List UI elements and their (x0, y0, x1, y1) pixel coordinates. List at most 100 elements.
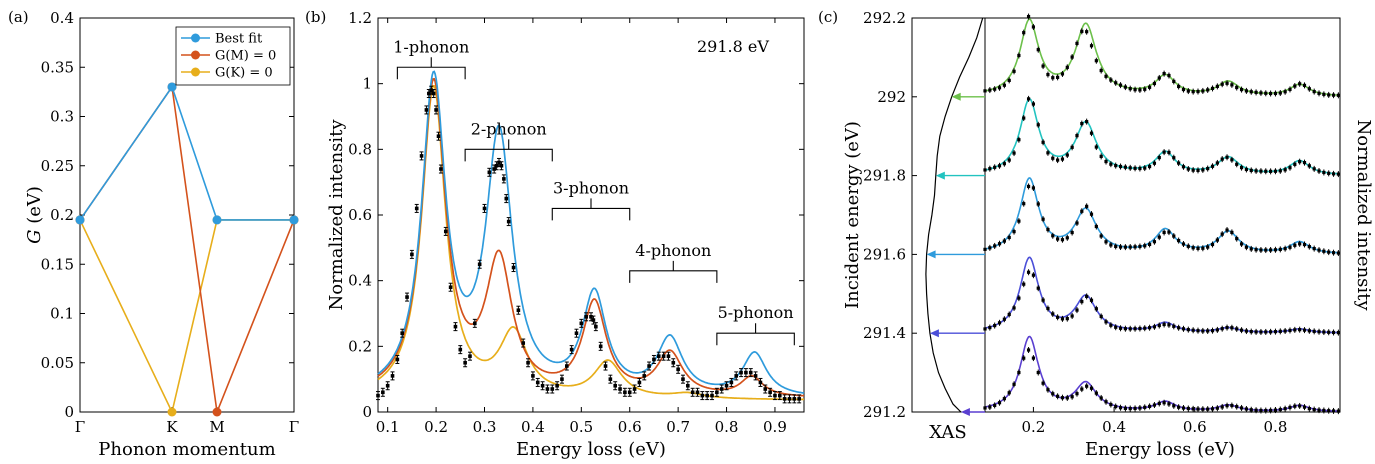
spectrum-point (1060, 396, 1065, 400)
spectrum-point (1225, 155, 1229, 159)
spectrum-point (1327, 330, 1331, 334)
data-point (647, 364, 651, 368)
data-point (511, 265, 516, 270)
x-tick-label: 0.1 (376, 418, 400, 436)
spectrum-point (1312, 167, 1316, 171)
y-tick-label: 1.2 (348, 9, 372, 27)
panel-a-y-ticks: 0 0.05 0.1 0.15 0.2 0.25 0.3 0.35 0.4 (41, 9, 294, 421)
spectrum-point (1147, 242, 1152, 247)
spectrum-point (1225, 404, 1229, 408)
spectrum-point (1017, 138, 1021, 142)
series-marker (289, 215, 299, 225)
data-point (744, 370, 748, 375)
data-point (574, 331, 579, 335)
data-point (734, 374, 739, 378)
spectrum-point (997, 86, 1002, 90)
spectrum-point (1080, 209, 1084, 213)
data-point (458, 347, 463, 352)
spectrum-point (1143, 244, 1147, 248)
spectrum-point (1201, 246, 1205, 250)
phonon-bracket (464, 139, 553, 162)
spectrum-point (1259, 330, 1263, 334)
spectrum-point (1114, 404, 1118, 409)
spectrum-fit (984, 97, 1340, 175)
spectrum-point (1249, 247, 1253, 251)
spectrum-point (1031, 25, 1036, 29)
spectrum-point (1056, 158, 1060, 162)
spectrum-point (1172, 156, 1176, 160)
spectrum-point (1264, 91, 1268, 95)
y-tick-label: 0.8 (348, 140, 372, 158)
panel-b-y-label: Normalized intensity (326, 119, 347, 311)
data-point (487, 170, 492, 175)
panel-c-arrows (926, 92, 985, 416)
data-point (613, 383, 618, 388)
spectrum-point (1288, 405, 1292, 410)
panel-a-y-label: G (eV) (24, 186, 45, 244)
panel-a-x-label: Phonon momentum (98, 439, 275, 460)
series-line (79, 219, 294, 415)
spectrum-point (1085, 204, 1089, 208)
spectrum-point (1046, 306, 1050, 311)
spectrum-point (983, 89, 987, 93)
spectrum-point (1109, 402, 1113, 407)
data-point (676, 367, 680, 372)
x-tick-label: 0.2 (424, 418, 448, 436)
spectrum-point (1239, 166, 1244, 170)
phonon-label: 4-phonon (635, 241, 711, 260)
spectrum-point (988, 246, 992, 250)
y-tick-label: 0.4 (348, 272, 372, 290)
spectrum-point (1181, 242, 1186, 246)
data-point (589, 314, 593, 319)
data-point (492, 167, 496, 171)
spectrum-point (1026, 14, 1031, 19)
spectrum-point (1147, 404, 1152, 408)
spectrum-point (1225, 325, 1229, 330)
data-point (729, 380, 734, 385)
spectrum-point (1094, 224, 1098, 229)
spectrum-point (1312, 407, 1316, 412)
data-point (473, 321, 477, 326)
series-marker (212, 215, 222, 225)
spectrum-point (1080, 121, 1084, 126)
legend-marker (191, 33, 200, 43)
spectrum-point (1056, 237, 1060, 241)
spectrum-point (1051, 392, 1055, 396)
data-point (598, 344, 603, 349)
series-line (79, 85, 294, 221)
spectrum-point (1002, 317, 1006, 321)
y-tick-label: 0.25 (41, 157, 74, 175)
data-point (405, 295, 409, 299)
data-point (797, 397, 801, 401)
series-marker (212, 407, 222, 417)
spectrum-point (1225, 228, 1229, 232)
spectrum-point (1036, 48, 1040, 52)
data-point (497, 160, 501, 165)
x-tick-label: 0.8 (1264, 418, 1288, 436)
data-point (768, 390, 772, 395)
spectrum-point (1080, 29, 1084, 33)
spectrum-point (1133, 406, 1137, 411)
spectrum-point (1254, 248, 1258, 252)
spectrum-point (1191, 168, 1195, 172)
spectrum-point (1312, 246, 1316, 251)
data-point (376, 393, 380, 398)
spectrum-point (1264, 408, 1268, 413)
data-point (690, 390, 695, 395)
spectrum-point (1114, 164, 1118, 168)
y-tick-label: 0.35 (41, 58, 74, 76)
data-point (787, 397, 792, 401)
spectrum-point (1065, 153, 1069, 157)
data-point (385, 383, 390, 388)
energy-label: 291.8 eV (697, 37, 769, 56)
spectrum-point (1152, 403, 1157, 407)
spectrum-point (1007, 78, 1011, 82)
spectrum-point (1235, 85, 1239, 90)
spectrum-point (1331, 330, 1336, 335)
spectrum-point (1298, 242, 1302, 246)
spectrum-point (1162, 322, 1166, 327)
spectrum-point (993, 323, 997, 328)
spectrum-point (1026, 348, 1031, 352)
spectrum-point (1273, 169, 1278, 173)
spectrum-point (1012, 382, 1016, 386)
